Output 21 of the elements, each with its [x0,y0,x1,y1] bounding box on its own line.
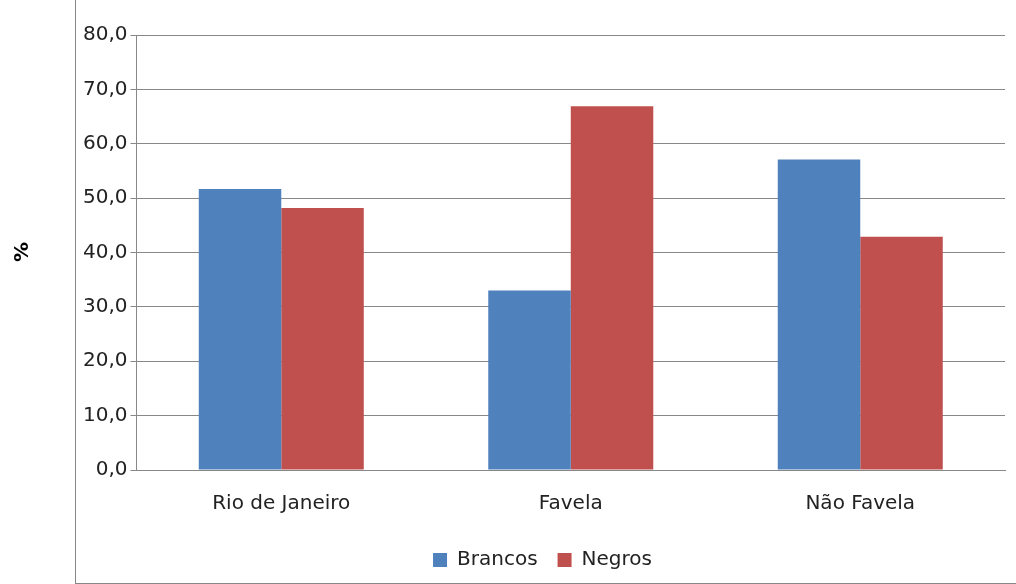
bar [777,159,861,470]
legend-label: Brancos [457,546,538,571]
bar [488,290,571,470]
x-tick-label: Rio de Janeiro [212,490,351,515]
y-tick-label: 0,0 [95,456,128,481]
y-tick-label: 50,0 [83,184,128,209]
y-tick-label: 70,0 [83,75,128,100]
bar [570,106,654,470]
x-tick-label: Favela [538,490,603,515]
y-tick-label: 40,0 [83,238,128,263]
legend-label: Negros [581,546,652,571]
y-tick-label: 10,0 [83,401,128,426]
y-tick-label: 20,0 [83,347,128,372]
bar [281,207,364,470]
y-tick-label: 30,0 [83,293,128,318]
bar [198,188,282,470]
bar [860,236,943,470]
y-tick-label: 80,0 [83,21,128,46]
y-tick-label: 60,0 [83,129,128,154]
y-axis-title: % [9,241,33,265]
x-tick-label: Não Favela [805,490,916,515]
